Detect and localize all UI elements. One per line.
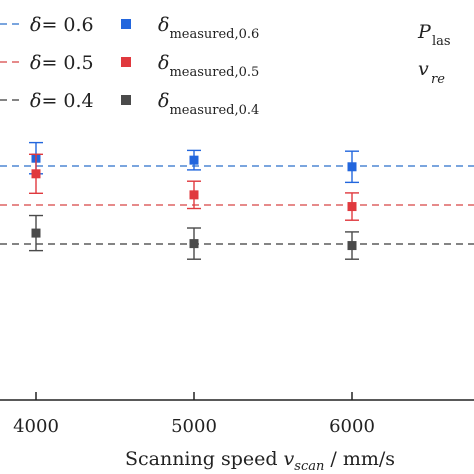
marker (189, 239, 199, 249)
data-point-s1-2 (345, 192, 359, 221)
legend: δ= 0.6 δ= 0.5 δ= 0.4 δmeasured,0.6 δmeasured… (0, 14, 259, 118)
x-tick-label-4000: 4000 (13, 416, 59, 437)
legend-label-ref-1: δ= 0.5 (30, 52, 94, 74)
marker (189, 155, 199, 165)
legend-label-series-2: δmeasured,0.4 (158, 90, 259, 118)
x-axis-title-var: v (284, 448, 295, 470)
reference-lines (0, 165, 474, 245)
x-tick-label-5000: 5000 (171, 416, 217, 437)
data-point-s2-1 (187, 227, 201, 260)
data-point-s2-0 (29, 214, 43, 252)
svg-text:Scanning speed vscan / mm/s: Scanning speed vscan / mm/s (125, 448, 395, 474)
legend-marker-2 (121, 95, 131, 105)
legend-label-series-0: δmeasured,0.6 (158, 14, 259, 42)
legend-marker-0 (121, 19, 131, 29)
marker (31, 169, 41, 179)
data-point-s0-1 (187, 149, 201, 171)
annotation-p-sub: las (432, 34, 451, 49)
legend-label-ref-0: δ= 0.6 (30, 14, 94, 36)
data-point-s1-1 (187, 180, 201, 210)
marker (31, 228, 41, 238)
data-point-s0-2 (345, 150, 359, 184)
annotation-p-var: P (417, 21, 432, 43)
x-axis-title-main: Scanning speed (125, 448, 284, 470)
annotation-v-var: v (418, 58, 429, 80)
annotation-p-las: P las (417, 21, 451, 49)
x-axis-ticks: 4000 5000 6000 (13, 392, 375, 437)
legend-label-series-1: δmeasured,0.5 (158, 52, 259, 80)
data-points (29, 141, 359, 260)
legend-marker-1 (121, 57, 131, 67)
data-point-s1-0 (29, 153, 43, 195)
marker (347, 241, 357, 251)
annotation-v-re: v re (418, 58, 445, 87)
marker (347, 202, 357, 212)
marker (347, 162, 357, 172)
x-axis-title: Scanning speed vscan / mm/s (125, 448, 395, 474)
marker (189, 190, 199, 200)
x-tick-label-6000: 6000 (329, 416, 375, 437)
annotation-v-sub: re (431, 72, 445, 87)
legend-label-ref-2: δ= 0.4 (30, 90, 94, 112)
x-axis-title-sub: scan (294, 459, 324, 474)
data-point-s2-2 (345, 231, 359, 260)
x-axis-title-unit: / mm/s (324, 448, 395, 470)
plot-area: 4000 5000 6000 (0, 141, 474, 437)
